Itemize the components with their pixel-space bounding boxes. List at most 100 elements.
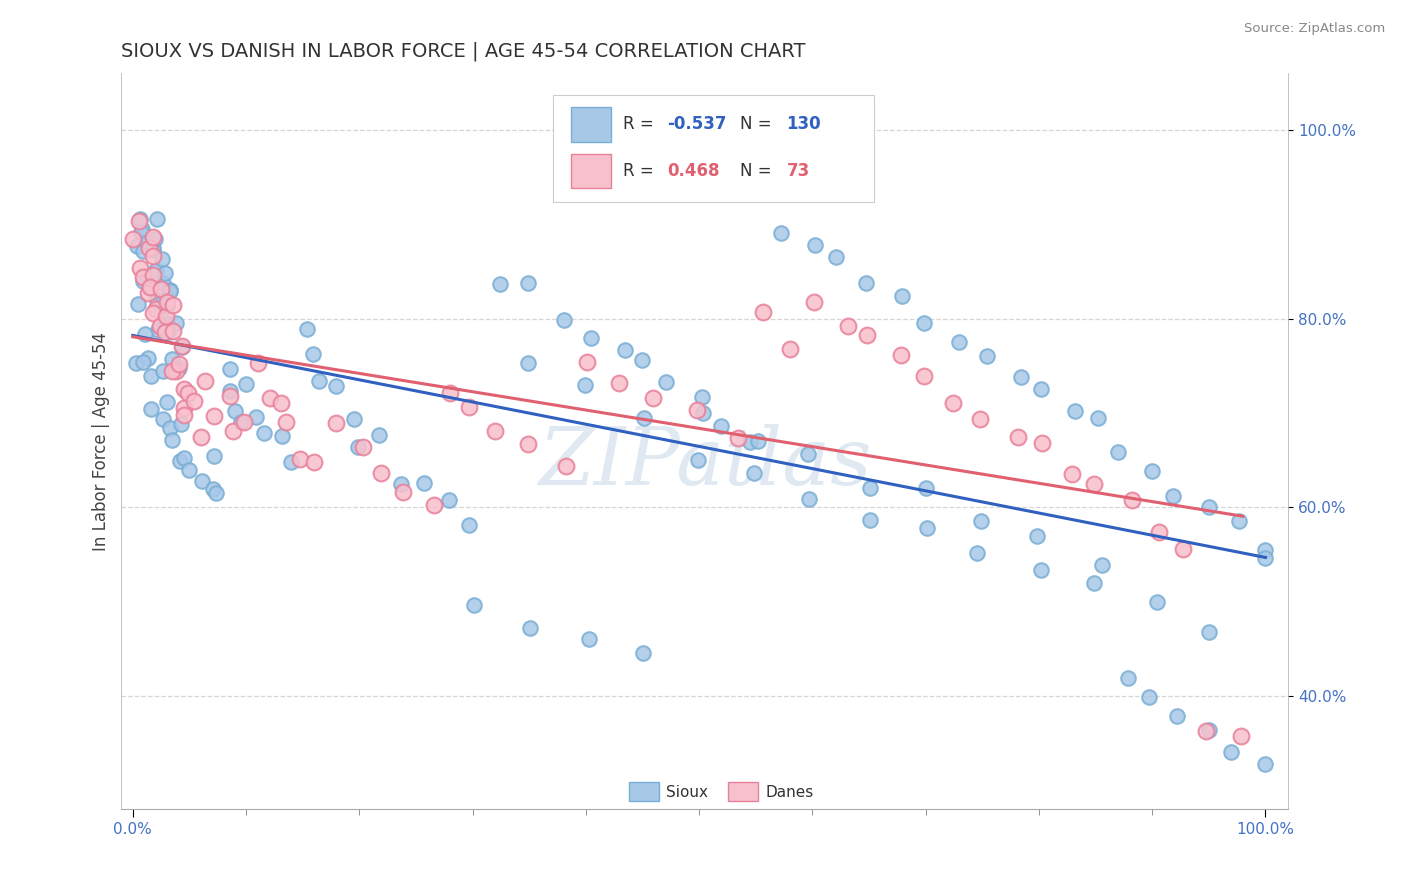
Point (343, 412, 366, 426)
Point (579, 331, 602, 345)
Point (1254, 543, 1277, 558)
Point (156, 295, 179, 310)
Point (172, 339, 194, 353)
Point (825, 251, 848, 265)
Text: ZIPatlas: ZIPatlas (538, 425, 872, 502)
Point (128, 213, 150, 227)
Point (146, 323, 169, 337)
Point (128, 261, 150, 276)
Point (173, 383, 195, 397)
Bar (628, 782, 659, 801)
Point (803, 294, 825, 309)
Point (152, 294, 174, 309)
Bar (571, 153, 612, 188)
Point (288, 451, 311, 466)
Point (859, 481, 882, 495)
Point (152, 276, 174, 290)
Point (747, 434, 769, 448)
Point (1220, 745, 1243, 759)
Point (1195, 724, 1218, 739)
Point (1063, 404, 1085, 418)
Point (942, 396, 965, 410)
Text: N =: N = (740, 115, 776, 134)
Point (769, 226, 792, 240)
Point (155, 309, 177, 323)
Point (1230, 729, 1253, 743)
Point (578, 632, 600, 647)
Point (976, 349, 998, 363)
Point (914, 481, 936, 495)
Point (136, 285, 159, 300)
Point (136, 235, 159, 250)
Point (136, 351, 159, 365)
Point (149, 282, 172, 296)
Point (742, 467, 765, 481)
Point (690, 390, 713, 404)
Text: Sioux: Sioux (666, 785, 709, 800)
Point (132, 244, 155, 258)
Text: Source: ZipAtlas.com: Source: ZipAtlas.com (1244, 22, 1385, 36)
Point (135, 268, 157, 283)
Point (1137, 690, 1160, 705)
Point (134, 327, 156, 342)
Point (553, 313, 575, 327)
Bar (571, 107, 612, 142)
Point (948, 334, 970, 349)
Point (516, 357, 538, 371)
Point (121, 232, 143, 246)
Point (1140, 464, 1163, 478)
Text: N =: N = (740, 161, 776, 179)
Point (141, 401, 163, 416)
Point (131, 222, 153, 236)
Point (686, 453, 709, 467)
Point (247, 356, 270, 370)
Point (218, 389, 240, 403)
Point (489, 277, 512, 291)
Point (912, 316, 935, 330)
Point (142, 230, 165, 244)
Point (1116, 671, 1139, 685)
Point (231, 416, 253, 430)
Point (169, 453, 191, 467)
Point (1254, 756, 1277, 771)
Point (1161, 489, 1184, 503)
Point (150, 252, 173, 266)
Point (170, 417, 193, 432)
Bar (728, 782, 758, 801)
Point (370, 466, 392, 480)
Point (1031, 436, 1053, 450)
Point (576, 355, 599, 369)
Point (295, 322, 318, 336)
Point (173, 450, 195, 465)
Point (152, 364, 174, 378)
Point (143, 232, 166, 246)
Text: R =: R = (623, 115, 659, 134)
Point (325, 417, 347, 431)
Point (915, 521, 938, 535)
Point (1146, 595, 1168, 609)
Point (738, 435, 761, 450)
FancyBboxPatch shape (553, 95, 875, 202)
Point (686, 402, 709, 417)
Point (183, 393, 205, 408)
Point (139, 369, 162, 384)
Point (837, 318, 859, 333)
Point (969, 412, 991, 426)
Point (235, 376, 257, 391)
Point (159, 285, 181, 299)
Point (392, 485, 415, 500)
Point (613, 343, 636, 357)
Point (554, 459, 576, 474)
Point (145, 301, 167, 316)
Point (1031, 383, 1053, 397)
Point (160, 433, 183, 447)
Point (1171, 541, 1194, 556)
Point (412, 476, 434, 491)
Point (779, 342, 801, 356)
Point (125, 356, 148, 370)
Point (270, 428, 292, 442)
Point (159, 421, 181, 435)
Point (308, 374, 330, 388)
Point (727, 431, 749, 445)
Point (655, 376, 678, 390)
